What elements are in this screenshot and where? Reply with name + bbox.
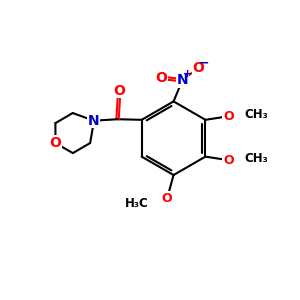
Text: H₃C: H₃C bbox=[125, 197, 149, 210]
Text: −: − bbox=[199, 56, 209, 69]
Text: O: O bbox=[223, 154, 234, 167]
Text: O: O bbox=[50, 136, 61, 150]
Text: N: N bbox=[177, 73, 188, 87]
Text: O: O bbox=[193, 61, 205, 75]
Text: O: O bbox=[155, 71, 167, 85]
Text: CH₃: CH₃ bbox=[244, 152, 268, 165]
Text: CH₃: CH₃ bbox=[244, 108, 268, 121]
Text: O: O bbox=[162, 192, 172, 205]
Text: O: O bbox=[223, 110, 234, 123]
Text: +: + bbox=[183, 69, 192, 79]
Text: O: O bbox=[113, 84, 125, 98]
Text: N: N bbox=[88, 114, 100, 128]
